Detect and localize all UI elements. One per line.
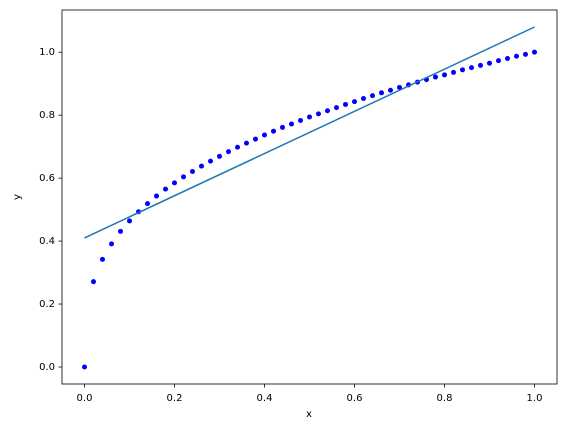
data-point: [154, 193, 159, 199]
data-point: [253, 136, 258, 142]
data-point: [91, 279, 96, 285]
data-point: [361, 95, 366, 101]
x-tick-label: 0.2: [167, 393, 183, 404]
data-point: [82, 364, 87, 370]
x-tick-label: 0.0: [77, 393, 93, 404]
plot-frame: [61, 9, 558, 385]
data-point: [487, 60, 492, 66]
data-point: [388, 87, 393, 93]
data-point: [532, 49, 537, 55]
data-point: [505, 55, 510, 61]
data-point: [478, 62, 483, 68]
data-point: [226, 149, 231, 155]
y-tick-label: 0.6: [39, 173, 55, 184]
y-tick-label: 0.8: [39, 110, 55, 121]
data-point: [451, 69, 456, 75]
line: [84, 26, 535, 239]
data-point: [334, 105, 339, 111]
y-tick-label: 0.2: [39, 299, 55, 310]
data-point: [163, 186, 168, 192]
data-point: [127, 218, 132, 224]
data-point: [307, 114, 312, 120]
data-point: [469, 65, 474, 71]
data-point: [235, 144, 240, 150]
data-point: [118, 228, 123, 234]
data-point: [208, 158, 213, 164]
y-tick-label: 0.4: [39, 236, 55, 247]
data-point: [433, 74, 438, 80]
data-point: [145, 201, 150, 207]
data-point: [496, 58, 501, 64]
data-point: [172, 180, 177, 186]
data-point: [397, 84, 402, 90]
data-point: [190, 169, 195, 174]
data-point: [271, 128, 276, 134]
y-tick-label: 1.0: [39, 47, 55, 58]
x-axis-label: x: [306, 409, 312, 420]
data-point: [262, 132, 267, 138]
data-point: [289, 121, 294, 127]
data-point: [460, 67, 465, 73]
data-point: [343, 101, 348, 107]
x-tick-label: 0.4: [257, 393, 273, 404]
data-point: [523, 51, 528, 57]
x-tick-label: 0.6: [347, 393, 363, 404]
data-point: [379, 90, 384, 96]
x-tick-label: 0.8: [437, 393, 453, 404]
data-point: [280, 124, 285, 130]
data-point: [199, 163, 204, 169]
data-point: [352, 99, 357, 105]
data-point: [100, 256, 105, 262]
data-point: [217, 153, 222, 159]
data-point: [514, 53, 519, 59]
data-point: [442, 72, 447, 78]
data-point: [325, 108, 330, 114]
data-point: [298, 118, 303, 123]
y-axis-label: y: [12, 194, 23, 200]
x-tick-label: 1.0: [527, 393, 543, 404]
data-point: [316, 111, 321, 117]
data-point: [370, 93, 375, 99]
y-tick-label: 0.0: [39, 362, 55, 373]
data-point: [109, 241, 114, 247]
data-point: [181, 174, 186, 180]
data-point: [244, 140, 249, 146]
